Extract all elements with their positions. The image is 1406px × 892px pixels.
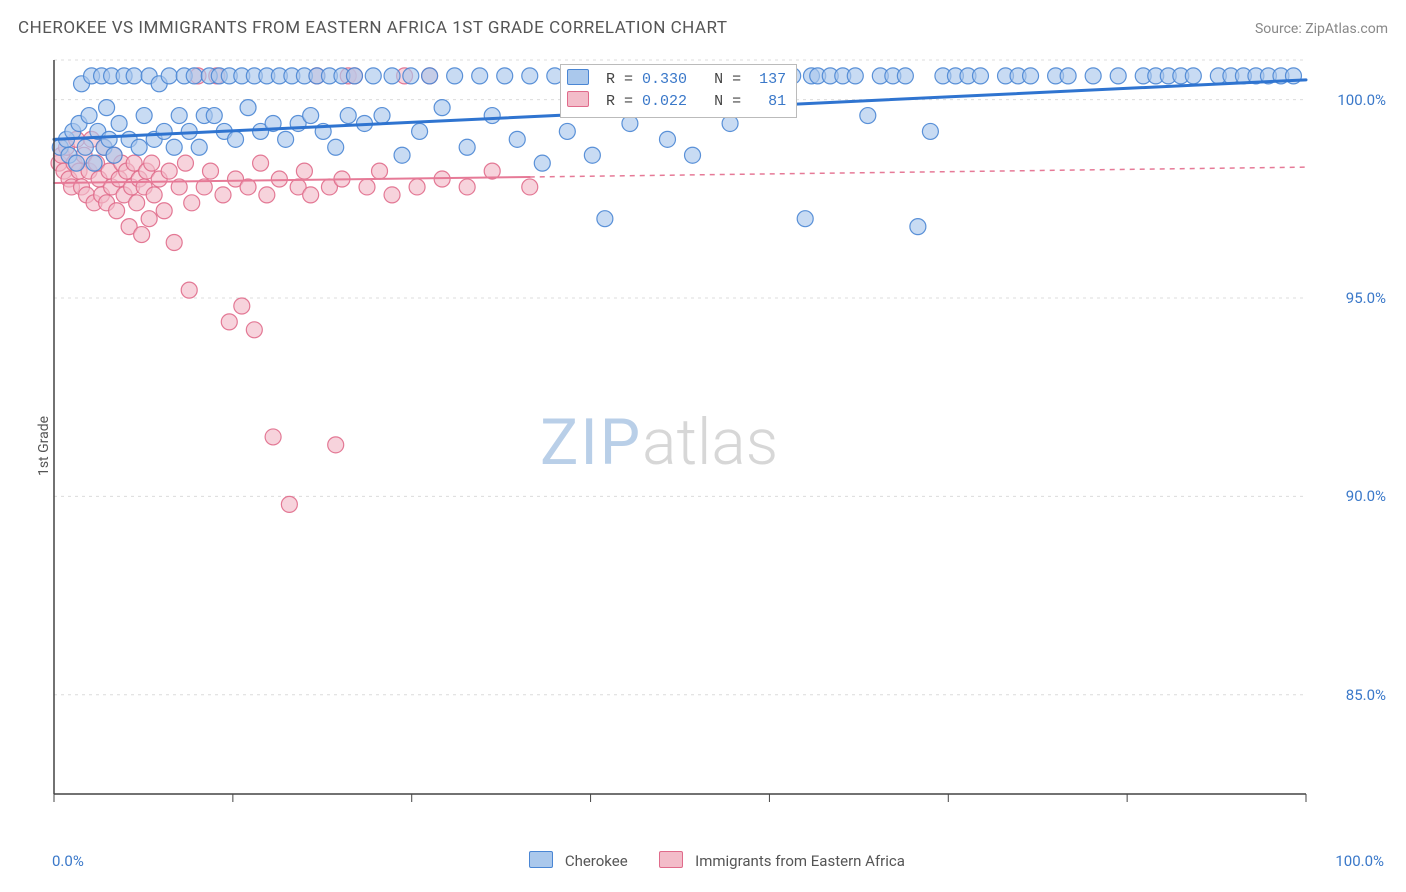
swatch-a-icon — [567, 69, 589, 85]
r-label: R = — [606, 93, 633, 110]
r-value-b: 0.022 — [642, 93, 687, 110]
n-value-a — [750, 71, 759, 88]
r-label: R = — [606, 71, 633, 88]
header-row: CHEROKEE VS IMMIGRANTS FROM EASTERN AFRI… — [18, 18, 1388, 38]
legend-row-a: R = 0.330 N = 137 — [567, 69, 786, 91]
bottom-legend: Cherokee Immigrants from Eastern Africa — [0, 851, 1406, 870]
legend-label-a: Cherokee — [565, 852, 628, 870]
r-value-a: 0.330 — [642, 71, 687, 88]
scatter-chart — [46, 54, 1388, 814]
chart-container: CHEROKEE VS IMMIGRANTS FROM EASTERN AFRI… — [0, 0, 1406, 892]
swatch-b-icon — [659, 851, 683, 868]
source-label: Source: ZipAtlas.com — [1255, 21, 1388, 37]
legend-row-b: R = 0.022 N = 81 — [567, 91, 786, 113]
swatch-a-icon — [529, 851, 553, 868]
chart-title: CHEROKEE VS IMMIGRANTS FROM EASTERN AFRI… — [18, 18, 727, 38]
correlation-legend-box: R = 0.330 N = 137 R = 0.022 N = 81 — [560, 64, 797, 118]
n-label: N = — [714, 71, 741, 88]
n-value-b — [750, 93, 768, 110]
y-tick-label: 85.0% — [1346, 686, 1386, 704]
y-tick-label: 95.0% — [1346, 289, 1386, 307]
n-label: N = — [714, 93, 741, 110]
y-tick-label: 100.0% — [1337, 91, 1386, 109]
y-tick-label: 90.0% — [1346, 487, 1386, 505]
swatch-b-icon — [567, 91, 589, 107]
legend-label-b: Immigrants from Eastern Africa — [695, 852, 905, 870]
